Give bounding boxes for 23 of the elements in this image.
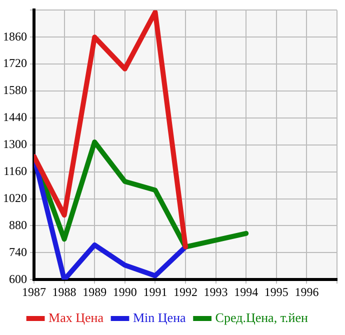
y-tick-label: 1860 <box>3 29 27 44</box>
x-tick-label: 1987 <box>22 284 46 299</box>
y-tick-label: 1160 <box>3 164 27 178</box>
y-tick-label: 740 <box>9 244 27 259</box>
x-tick-label: 1988 <box>52 284 76 299</box>
y-tick-label: 600 <box>9 272 27 286</box>
y-tick-label: 1720 <box>3 56 27 70</box>
x-tick-label: 1995 <box>264 284 288 299</box>
x-tick-label: 1992 <box>174 284 198 299</box>
legend-label: Сред.Цена, т.йен <box>215 310 308 325</box>
y-tick-label: 880 <box>9 218 27 232</box>
y-tick-label: 1300 <box>3 137 27 152</box>
y-tick-label: 1440 <box>3 110 27 124</box>
y-tick-label: 1020 <box>3 190 27 205</box>
legend-label: Min Цена <box>133 310 186 325</box>
x-tick-label: 1989 <box>82 284 107 299</box>
legend-label: Max Цена <box>48 310 104 325</box>
x-tick-label: 1994 <box>234 284 258 299</box>
x-tick-label: 1991 <box>143 284 168 299</box>
x-tick-label: 1990 <box>112 284 137 299</box>
x-tick-label: 1996 <box>294 284 319 299</box>
x-tick-label: 1993 <box>204 284 228 299</box>
y-tick-label: 1580 <box>3 83 27 98</box>
